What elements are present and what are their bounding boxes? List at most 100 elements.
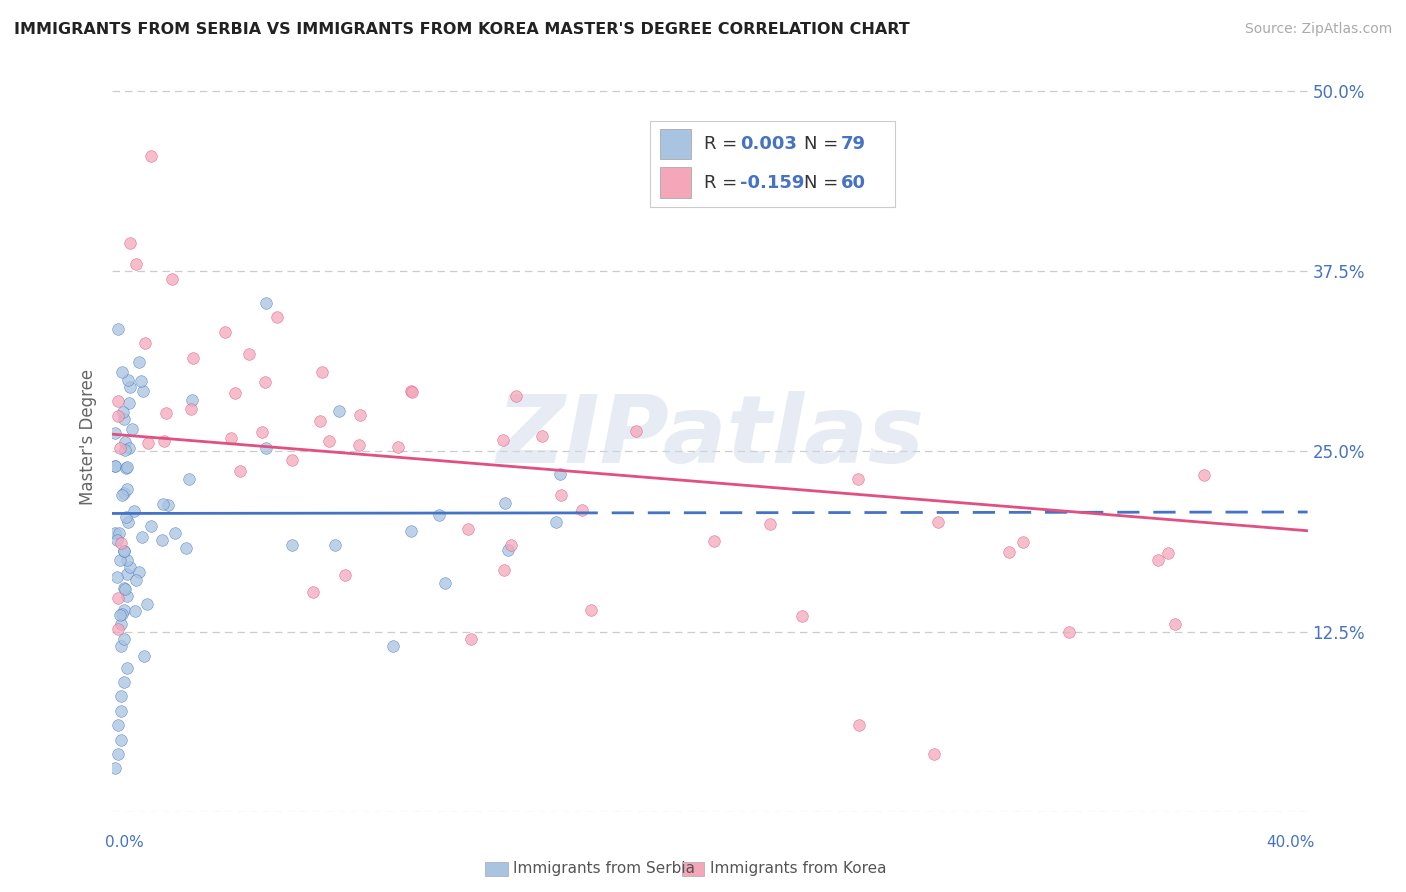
Point xyxy=(115,459,138,474)
Point xyxy=(152,434,174,448)
Text: Immigrants from Korea: Immigrants from Korea xyxy=(710,862,887,876)
Point xyxy=(115,483,138,497)
Point xyxy=(112,543,135,558)
Point xyxy=(141,149,163,163)
Point xyxy=(505,389,527,403)
Point xyxy=(110,704,132,718)
Point xyxy=(1156,546,1178,560)
Point xyxy=(132,384,155,398)
Point xyxy=(177,473,200,487)
Point xyxy=(105,533,128,547)
Point xyxy=(128,355,150,369)
Point xyxy=(544,515,567,529)
Point xyxy=(110,536,132,550)
Text: 0.003: 0.003 xyxy=(741,135,797,153)
Point xyxy=(180,402,202,417)
Text: N =: N = xyxy=(804,135,844,153)
Point xyxy=(111,365,134,379)
Point xyxy=(111,405,134,419)
Point xyxy=(112,486,135,500)
Point xyxy=(125,257,148,271)
Point xyxy=(117,373,139,387)
Point xyxy=(107,591,129,605)
Text: N =: N = xyxy=(804,174,844,192)
Point xyxy=(998,545,1021,559)
Text: -0.159: -0.159 xyxy=(741,174,804,192)
Point xyxy=(759,516,782,531)
Point xyxy=(120,379,142,393)
Point xyxy=(122,504,145,518)
Point xyxy=(434,576,457,591)
Point xyxy=(219,431,242,445)
Point xyxy=(108,441,131,455)
Point xyxy=(107,622,129,636)
Point xyxy=(250,425,273,439)
Point xyxy=(112,411,135,425)
Point xyxy=(124,604,146,618)
Point xyxy=(114,510,136,524)
Point xyxy=(281,453,304,467)
Point xyxy=(457,522,479,536)
Point xyxy=(107,570,129,584)
Point xyxy=(238,347,260,361)
Point xyxy=(333,567,356,582)
Point xyxy=(110,639,132,653)
Point xyxy=(134,649,156,664)
Point xyxy=(117,660,139,674)
Point xyxy=(318,434,340,448)
Point xyxy=(492,563,515,577)
Point xyxy=(624,424,647,438)
Point xyxy=(254,442,277,456)
Point xyxy=(114,435,136,450)
Point xyxy=(115,461,138,475)
Point xyxy=(114,675,135,690)
Point xyxy=(155,405,177,419)
Point xyxy=(117,589,139,603)
Bar xyxy=(659,167,692,198)
Point xyxy=(120,559,142,574)
Text: 40.0%: 40.0% xyxy=(1267,836,1315,850)
Point xyxy=(107,747,129,761)
Point xyxy=(114,442,136,457)
Point xyxy=(135,597,157,611)
Point xyxy=(104,426,127,441)
Text: R =: R = xyxy=(703,174,742,192)
Text: ZIPatlas: ZIPatlas xyxy=(496,391,924,483)
Text: 79: 79 xyxy=(841,135,866,153)
Point xyxy=(165,526,187,541)
Point xyxy=(131,530,153,544)
Point xyxy=(579,603,602,617)
Point xyxy=(792,608,814,623)
Point xyxy=(110,607,132,622)
Point xyxy=(104,525,127,540)
Point xyxy=(181,392,204,407)
Point xyxy=(214,325,236,339)
Point xyxy=(150,533,173,547)
Point xyxy=(117,516,139,530)
Point xyxy=(301,584,323,599)
Point xyxy=(107,322,129,336)
Point xyxy=(1012,534,1035,549)
Point xyxy=(399,384,422,398)
Point xyxy=(349,437,371,451)
Text: 60: 60 xyxy=(841,174,866,192)
Point xyxy=(107,409,129,423)
Point xyxy=(254,296,277,310)
Point xyxy=(107,718,129,732)
Point xyxy=(108,526,131,541)
Point xyxy=(1147,552,1170,566)
Point xyxy=(401,524,423,538)
Point xyxy=(254,375,277,389)
Point xyxy=(349,409,371,423)
Point xyxy=(162,271,183,285)
Point xyxy=(492,433,515,447)
Y-axis label: Master's Degree: Master's Degree xyxy=(79,369,97,505)
Point xyxy=(104,458,127,473)
Point xyxy=(401,384,423,399)
Point xyxy=(550,488,572,502)
Point xyxy=(111,607,134,621)
Point xyxy=(152,497,174,511)
Point xyxy=(124,573,146,587)
Point xyxy=(114,632,135,646)
Text: 0.0%: 0.0% xyxy=(105,836,145,850)
